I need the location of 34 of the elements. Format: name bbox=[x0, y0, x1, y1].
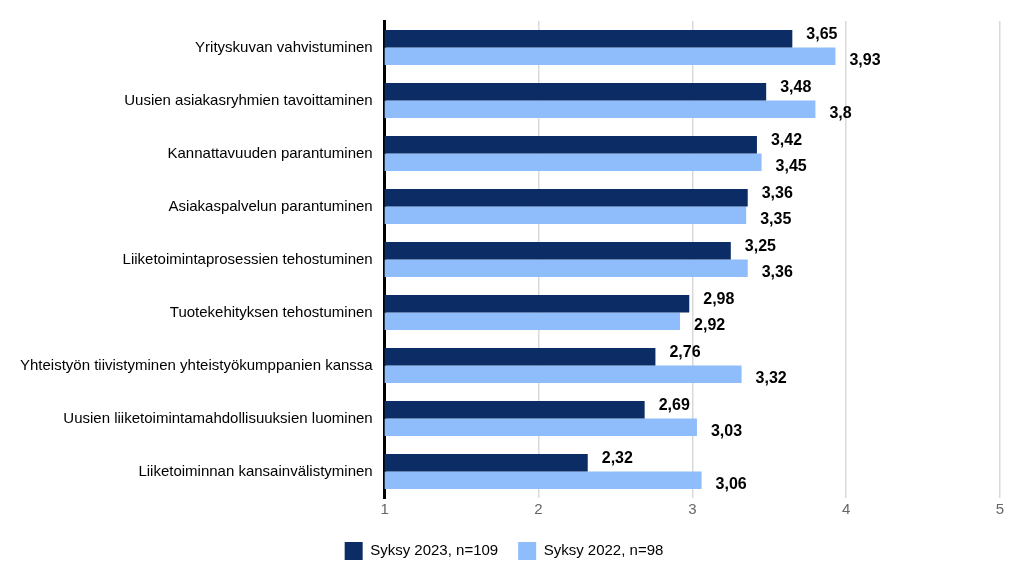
data-label: 3,42 bbox=[770, 131, 803, 149]
data-label: 3,06 bbox=[715, 474, 747, 492]
data-label: 3,8 bbox=[829, 103, 852, 121]
legend-label: Syksy 2023, n=109 bbox=[370, 541, 499, 559]
data-label: 2,69 bbox=[658, 396, 690, 414]
data-label: 3,36 bbox=[761, 262, 793, 280]
data-label: 3,93 bbox=[849, 50, 881, 68]
x-tick-label: 1 bbox=[380, 500, 389, 518]
data-label: 2,32 bbox=[601, 449, 633, 467]
y-tick-label: Kannattavuuden parantuminen bbox=[167, 143, 373, 161]
x-tick-label: 4 bbox=[842, 500, 851, 518]
data-label: 3,65 bbox=[806, 25, 838, 43]
data-label: 2,76 bbox=[669, 343, 701, 361]
data-label: 2,98 bbox=[703, 290, 735, 308]
x-tick-label: 5 bbox=[995, 500, 1005, 518]
y-tick-label: Tuotekehityksen tehostuminen bbox=[169, 302, 373, 320]
x-tick-label: 2 bbox=[534, 500, 543, 518]
data-label: 3,36 bbox=[761, 184, 793, 202]
data-label: 3,03 bbox=[710, 421, 743, 439]
data-label: 3,25 bbox=[744, 237, 777, 255]
y-tick-label: Yhteistyön tiivistyminen yhteistyökumppanien kanssa bbox=[19, 355, 374, 373]
y-tick-label: Asiakaspalvelun parantuminen bbox=[168, 196, 373, 214]
data-label: 3,35 bbox=[760, 209, 792, 227]
y-tick-label: Yrityskuvan vahvistuminen bbox=[195, 37, 373, 55]
data-label: 3,45 bbox=[775, 156, 807, 174]
y-tick-label: Liiketoimintaprosessien tehostuminen bbox=[122, 249, 373, 267]
legend-label: Syksy 2022, n=98 bbox=[543, 541, 664, 559]
data-label: 2,92 bbox=[694, 315, 726, 333]
y-tick-label: Liiketoiminnan kansainvälistyminen bbox=[138, 461, 373, 479]
data-label: 3,32 bbox=[755, 368, 787, 386]
y-tick-label: Uusien asiakasryhmien tavoittaminen bbox=[124, 90, 373, 108]
y-tick-label: Uusien liiketoimintamahdollisuuksien luominen bbox=[63, 408, 373, 426]
x-tick-label: 3 bbox=[688, 500, 697, 518]
data-label: 3,48 bbox=[780, 78, 812, 96]
